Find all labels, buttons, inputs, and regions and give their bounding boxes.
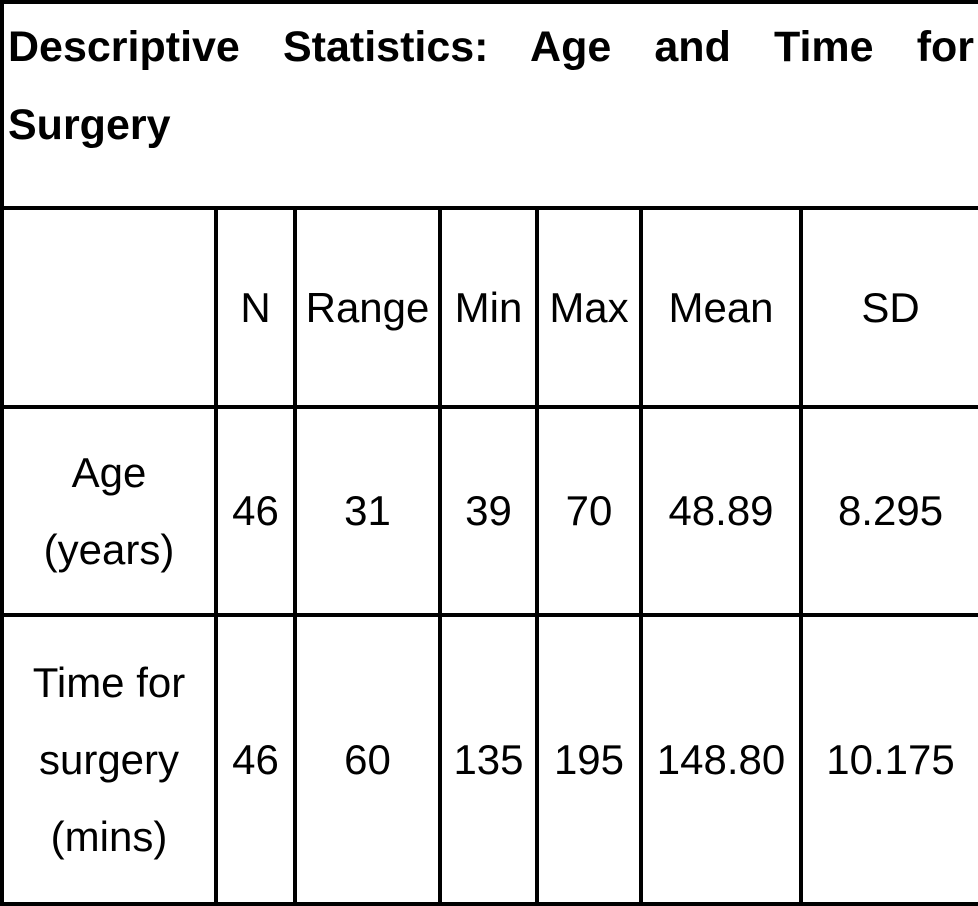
- header-max: Max: [535, 206, 643, 409]
- cell-time-min: 135: [438, 613, 539, 906]
- table-header-row: N Range Min Max Mean SD: [0, 206, 978, 409]
- row-label-time-for-surgery: Time for surgery (mins): [0, 613, 218, 906]
- table-title: Descriptive Statistics: Age and Time for…: [0, 0, 978, 211]
- row-label-line: (mins): [50, 813, 168, 861]
- cell-time-max: 195: [535, 613, 643, 906]
- row-label-line: Age: [71, 449, 147, 497]
- row-label-line: Time for: [32, 659, 186, 707]
- header-empty-cell: [0, 206, 218, 409]
- cell-age-max: 70: [535, 404, 643, 618]
- table-row-time-for-surgery: Time for surgery (mins) 46 60 135 195 14…: [0, 613, 978, 906]
- header-mean: Mean: [639, 206, 803, 409]
- header-sd: SD: [798, 206, 978, 409]
- row-label-line: surgery: [38, 736, 180, 784]
- header-range: Range: [293, 206, 442, 409]
- header-min: Min: [438, 206, 539, 409]
- cell-age-sd: 8.295: [798, 404, 978, 618]
- cell-age-min: 39: [438, 404, 539, 618]
- cell-time-n: 46: [214, 613, 297, 906]
- header-n: N: [214, 206, 297, 409]
- table-row-age: Age (years) 46 31 39 70 48.89 8.295: [0, 404, 978, 618]
- cell-time-sd: 10.175: [798, 613, 978, 906]
- row-label-age: Age (years): [0, 404, 218, 618]
- cell-age-range: 31: [293, 404, 442, 618]
- cell-time-range: 60: [293, 613, 442, 906]
- cell-time-mean: 148.80: [639, 613, 803, 906]
- cell-age-mean: 48.89: [639, 404, 803, 618]
- row-label-line: (years): [43, 526, 175, 574]
- table-title-row: Descriptive Statistics: Age and Time for…: [0, 0, 978, 211]
- cell-age-n: 46: [214, 404, 297, 618]
